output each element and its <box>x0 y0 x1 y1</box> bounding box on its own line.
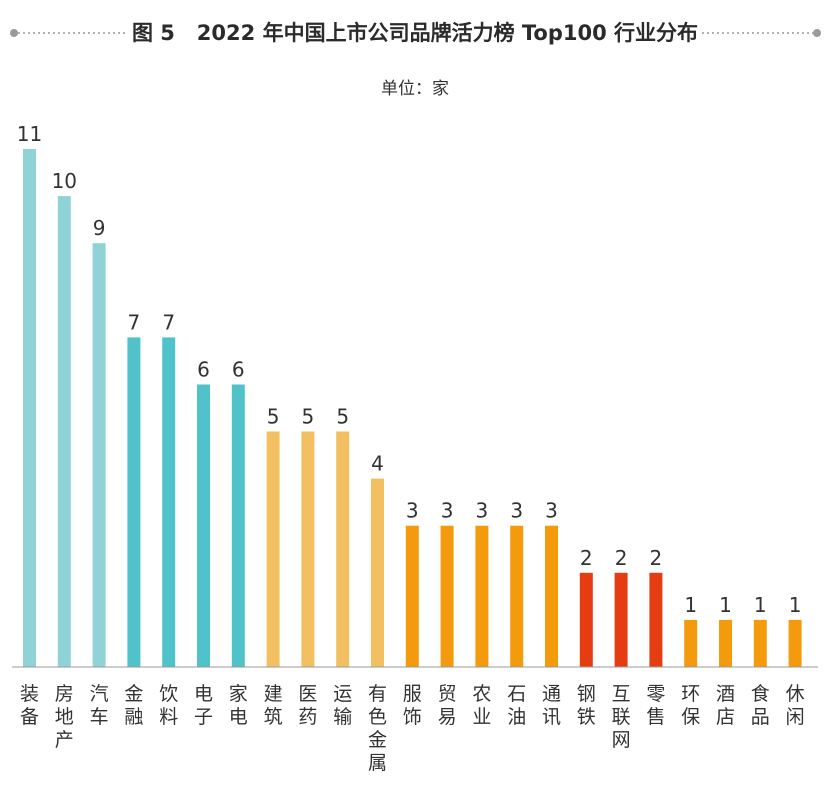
value-label-18: 2 <box>615 546 628 570</box>
category-label-23: 休闲 <box>786 683 805 728</box>
bar-21 <box>719 619 732 667</box>
category-label-14: 农业 <box>472 683 491 728</box>
unit-label: 单位：家 <box>381 79 449 99</box>
bar-3 <box>92 243 106 667</box>
category-label-17: 钢铁 <box>577 683 596 728</box>
value-label-11: 4 <box>371 452 384 476</box>
title-right-dot <box>813 29 821 37</box>
category-label-12: 服饰 <box>403 683 422 728</box>
value-label-23: 1 <box>789 593 802 617</box>
category-label-15: 石油 <box>507 683 526 728</box>
value-label-4: 7 <box>128 310 141 334</box>
bar-17 <box>579 572 593 667</box>
value-label-21: 1 <box>719 593 732 617</box>
category-label-6: 电子 <box>194 683 213 728</box>
category-label-19: 零售 <box>646 683 665 728</box>
bar-22 <box>753 619 767 667</box>
category-label-16: 通讯 <box>542 683 561 728</box>
value-label-2: 10 <box>52 169 77 193</box>
bar-4 <box>127 337 141 667</box>
value-label-12: 3 <box>406 499 419 523</box>
bar-8 <box>266 431 280 667</box>
category-label-7: 家电 <box>229 683 248 728</box>
bar-18 <box>614 572 628 667</box>
value-label-6: 6 <box>197 358 210 382</box>
category-label-5: 饮料 <box>159 683 178 728</box>
bar-1 <box>23 149 36 667</box>
category-label-2: 房地产 <box>55 683 74 751</box>
value-label-9: 5 <box>302 405 315 429</box>
value-label-20: 1 <box>684 593 697 617</box>
bar-14 <box>475 525 489 667</box>
bar-2 <box>57 196 71 667</box>
category-label-20: 环保 <box>681 683 700 728</box>
category-label-10: 运输 <box>333 683 352 728</box>
bar-12 <box>405 525 419 667</box>
value-label-14: 3 <box>476 499 489 523</box>
bar-13 <box>440 525 454 667</box>
title-decoration <box>10 29 821 37</box>
value-label-22: 1 <box>754 593 767 617</box>
category-label-11: 有色金属 <box>368 683 387 774</box>
category-label-9: 医药 <box>298 683 317 728</box>
value-label-5: 7 <box>162 310 175 334</box>
bar-16 <box>545 525 558 667</box>
value-label-3: 9 <box>93 216 106 240</box>
value-label-10: 5 <box>336 405 349 429</box>
bar-9 <box>301 431 315 667</box>
value-label-17: 2 <box>580 546 593 570</box>
bar-20 <box>684 619 698 667</box>
category-label-8: 建筑 <box>264 683 283 728</box>
category-label-18: 互联网 <box>612 683 631 751</box>
bar-10 <box>336 431 350 667</box>
value-label-19: 2 <box>650 546 663 570</box>
bar-23 <box>788 619 802 667</box>
bar-5 <box>162 337 176 667</box>
chart-title: 图 5 2022 年中国上市公司品牌活力榜 Top100 行业分布 <box>132 21 698 45</box>
title-left-dot <box>10 29 18 37</box>
value-label-13: 3 <box>441 499 454 523</box>
bar-11 <box>371 478 384 667</box>
value-label-8: 5 <box>267 405 280 429</box>
bar-19 <box>649 572 663 667</box>
value-label-15: 3 <box>510 499 523 523</box>
value-label-16: 3 <box>545 499 558 523</box>
category-label-21: 酒店 <box>716 683 735 728</box>
category-label-1: 装备 <box>20 683 39 728</box>
bar-7 <box>231 384 245 667</box>
category-label-4: 金融 <box>124 683 143 728</box>
category-label-22: 食品 <box>751 683 770 728</box>
value-label-7: 6 <box>232 358 245 382</box>
category-label-3: 汽车 <box>90 683 109 728</box>
category-labels: 装备房地产汽车金融饮料电子家电建筑医药运输有色金属服饰贸易农业石油通讯钢铁互联网… <box>20 683 805 774</box>
bar-15 <box>510 525 524 667</box>
bar-6 <box>197 384 210 667</box>
value-label-1: 11 <box>17 122 42 146</box>
category-label-13: 贸易 <box>438 683 457 728</box>
